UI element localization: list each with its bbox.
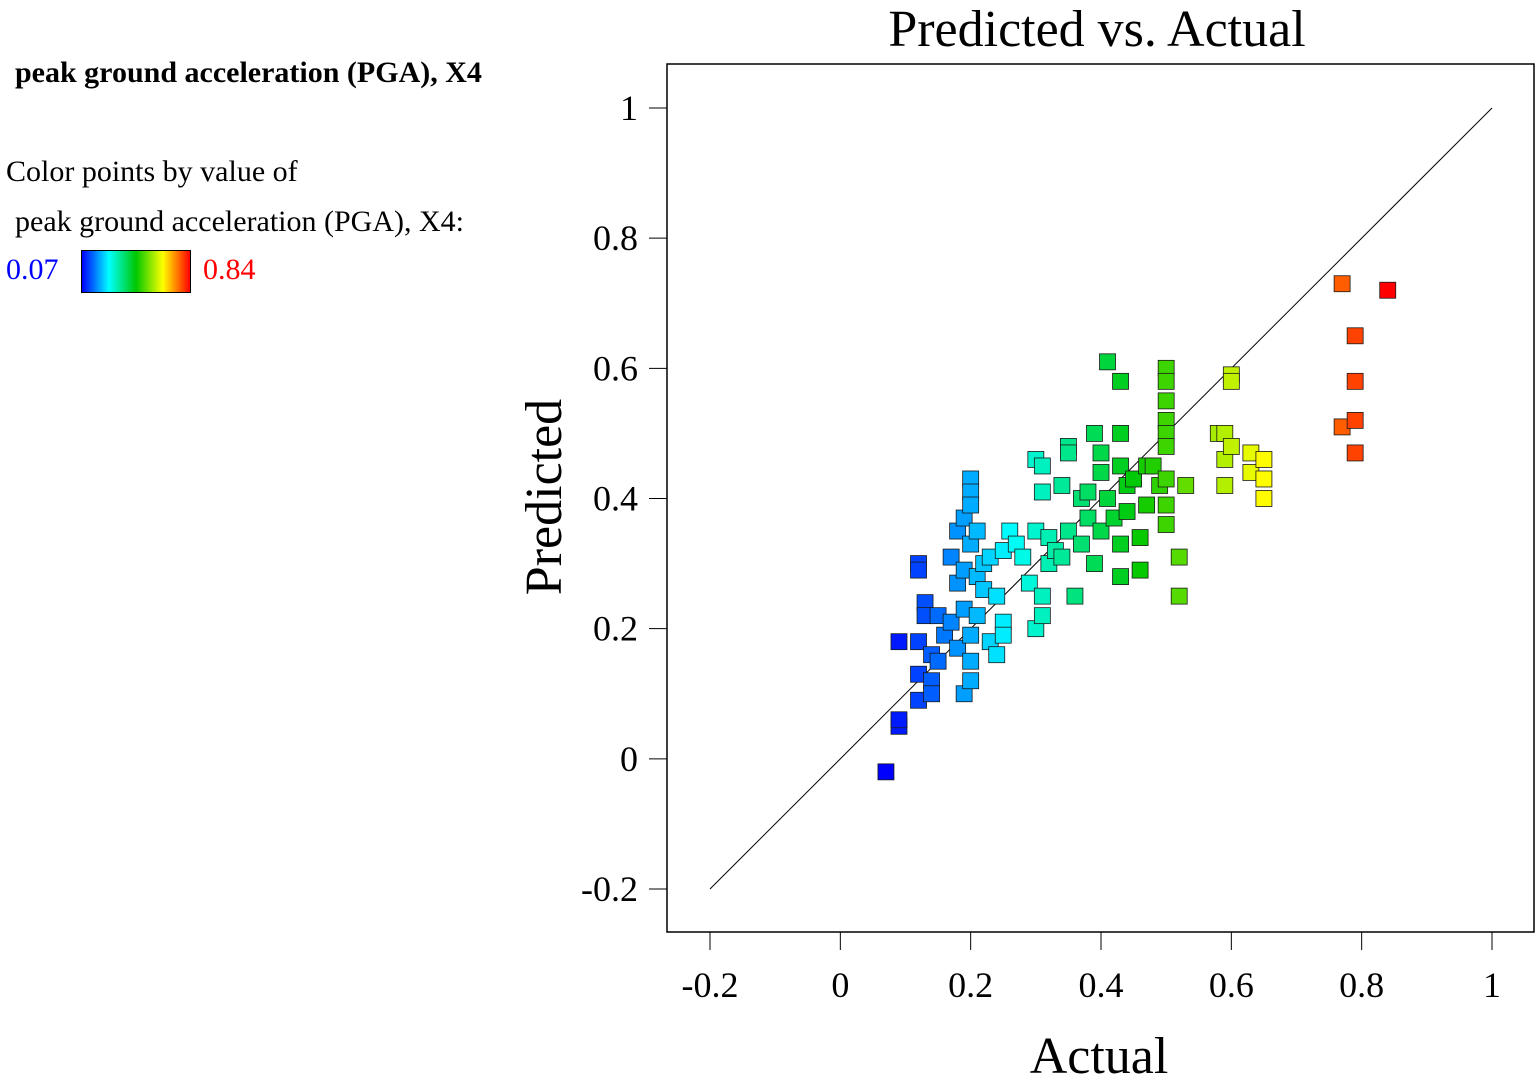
- data-point: [988, 646, 1006, 664]
- y-tick-label: 1: [620, 88, 638, 128]
- data-point: [1112, 372, 1129, 390]
- data-point: [1092, 444, 1110, 462]
- legend-caption-line2: peak ground acceleration (PGA), X4:: [15, 205, 465, 238]
- data-point: [1053, 477, 1071, 494]
- data-point: [1086, 425, 1103, 442]
- data-point: [1033, 607, 1051, 625]
- y-tick-label: 0.4: [593, 479, 638, 519]
- data-point: [1112, 568, 1129, 585]
- data-point: [1079, 509, 1097, 527]
- data-point: [890, 633, 908, 651]
- data-point: [1157, 496, 1175, 514]
- data-point: [962, 672, 980, 690]
- data-point: [910, 561, 927, 579]
- data-point: [1066, 587, 1084, 605]
- data-point: [1060, 522, 1077, 540]
- y-tick-label: 0: [620, 739, 638, 779]
- data-point: [1157, 470, 1175, 488]
- x-tick-label: 0: [831, 965, 849, 1005]
- data-point: [1125, 470, 1142, 488]
- data-point: [1157, 438, 1175, 455]
- data-point: [1020, 574, 1038, 592]
- y-tick-label: 0.6: [593, 348, 638, 388]
- data-point: [1073, 535, 1090, 553]
- data-point: [1157, 516, 1175, 533]
- x-tick-label: 0.6: [1209, 965, 1254, 1005]
- points-layer: [877, 275, 1397, 781]
- data-point: [942, 548, 960, 566]
- data-point: [1092, 464, 1110, 481]
- data-point: [1099, 490, 1116, 507]
- x-tick-label: 0.2: [948, 965, 993, 1005]
- y-axis-label: Predicted: [516, 399, 573, 595]
- data-point: [877, 763, 895, 781]
- data-point: [1131, 529, 1149, 546]
- data-point: [1092, 522, 1110, 540]
- data-point: [1138, 496, 1156, 514]
- chart-title: Predicted vs. Actual: [888, 1, 1305, 58]
- x-tick-label: 0.8: [1339, 965, 1384, 1005]
- data-point: [962, 626, 980, 644]
- data-point: [1216, 477, 1234, 494]
- sidebar-title: peak ground acceleration (PGA), X4: [15, 56, 482, 89]
- x-tick-label: -0.2: [682, 965, 739, 1005]
- data-point: [968, 522, 986, 540]
- data-point: [929, 652, 947, 670]
- data-point: [1033, 587, 1051, 605]
- data-point: [1118, 503, 1136, 520]
- data-point: [1099, 353, 1116, 371]
- data-point: [1144, 457, 1162, 475]
- data-point: [1033, 457, 1051, 475]
- x-tick-label: 1: [1483, 965, 1501, 1005]
- legend-max-label: 0.84: [203, 253, 256, 286]
- data-point: [1255, 470, 1273, 488]
- data-point: [1170, 587, 1188, 605]
- data-point: [994, 626, 1012, 644]
- data-point: [890, 711, 908, 729]
- data-point: [988, 587, 1006, 605]
- data-point: [1346, 411, 1364, 429]
- data-point: [1170, 548, 1188, 566]
- data-point: [1222, 438, 1240, 455]
- data-point: [1131, 561, 1149, 579]
- data-point: [923, 685, 940, 703]
- data-point: [1060, 444, 1077, 462]
- legend-min-label: 0.07: [6, 253, 59, 286]
- data-point: [1346, 372, 1364, 390]
- data-point: [949, 639, 967, 657]
- y-tick-label: -0.2: [581, 869, 638, 909]
- data-point: [1177, 477, 1195, 494]
- color-scale-bar: [81, 250, 191, 293]
- data-point: [1112, 425, 1129, 442]
- data-point: [1346, 444, 1364, 462]
- data-point: [1086, 555, 1103, 572]
- data-point: [942, 613, 960, 631]
- data-point: [962, 496, 980, 514]
- axes-layer: -0.2 0 0.2 0.4 0.6 0.8 1 -0.2 0 0.2 0.4 0.6 0.8 1: [581, 88, 1501, 1005]
- y-tick-label: 0.2: [593, 609, 638, 649]
- x-axis-label: Actual: [1030, 1028, 1169, 1080]
- x-tick-label: 0.4: [1079, 965, 1124, 1005]
- data-point: [1379, 281, 1397, 299]
- data-point: [1014, 548, 1032, 566]
- data-point: [1079, 483, 1097, 501]
- data-point: [1255, 451, 1273, 468]
- data-point: [1222, 372, 1240, 390]
- data-point: [1157, 372, 1175, 390]
- data-point: [962, 652, 980, 670]
- data-point: [910, 633, 927, 651]
- data-point: [1112, 457, 1129, 475]
- data-point: [1255, 490, 1273, 507]
- data-point: [1053, 548, 1071, 566]
- data-point: [1346, 327, 1364, 345]
- y-tick-label: 0.8: [593, 218, 638, 258]
- data-point: [1157, 392, 1175, 410]
- data-point: [1033, 483, 1051, 501]
- data-point: [1333, 275, 1351, 293]
- legend-caption-line1: Color points by value of: [6, 155, 298, 188]
- data-point: [968, 607, 986, 625]
- data-point: [1112, 535, 1129, 553]
